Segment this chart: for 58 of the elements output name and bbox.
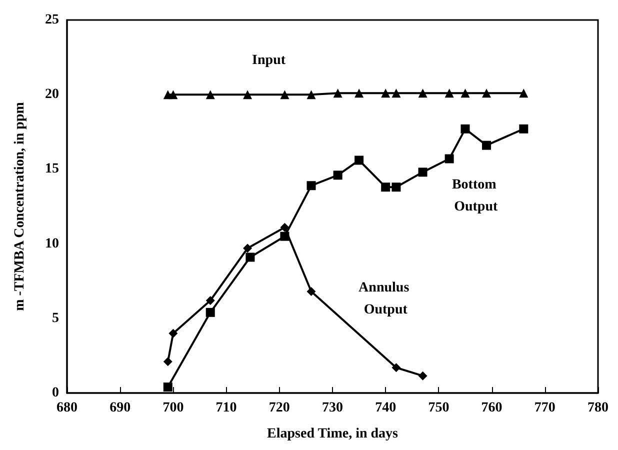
point	[163, 357, 172, 366]
x-tick-label: 690	[110, 400, 131, 416]
point	[306, 90, 316, 100]
y-axis-title: m -TFMBA Concentration, in ppm	[12, 102, 28, 311]
point	[381, 182, 390, 192]
point	[460, 124, 470, 134]
point	[381, 88, 390, 98]
point	[519, 88, 528, 98]
y-tick-label: 25	[45, 12, 59, 28]
point	[482, 88, 491, 98]
point	[354, 88, 364, 98]
x-tick-label: 750	[428, 400, 450, 416]
x-tick-label: 770	[534, 400, 556, 416]
x-tick-label: 680	[56, 400, 78, 416]
y-tick-label: 0	[52, 386, 59, 400]
x-tick-label: 700	[162, 400, 184, 416]
point	[280, 90, 290, 100]
point	[246, 252, 255, 262]
y-tick-label: 10	[45, 236, 59, 252]
point	[444, 88, 454, 98]
point	[280, 232, 290, 241]
point	[168, 90, 178, 100]
point	[354, 156, 364, 165]
point	[206, 296, 215, 305]
series-label: Bottom Output	[452, 178, 500, 215]
x-axis-title: Elapsed Time, in days	[267, 426, 399, 442]
point	[392, 363, 401, 372]
point	[444, 154, 454, 164]
point	[163, 382, 172, 392]
point	[306, 181, 316, 190]
x-tick-label: 760	[481, 400, 502, 416]
x-tick-label: 730	[322, 400, 343, 416]
point	[482, 140, 491, 150]
point	[206, 90, 215, 100]
x-tick-label: 720	[268, 400, 290, 416]
point	[519, 124, 528, 134]
point	[392, 88, 401, 98]
point	[418, 371, 428, 380]
series-label: Input	[252, 52, 286, 68]
point	[333, 170, 342, 180]
x-tick-label: 780	[588, 400, 608, 416]
y-tick-label: 20	[45, 87, 59, 102]
point	[306, 287, 316, 296]
point	[168, 328, 178, 338]
y-tick-label: 5	[52, 310, 59, 326]
point	[418, 168, 428, 177]
point	[206, 308, 215, 317]
x-tick-label: 710	[216, 400, 237, 416]
y-tick-label: 15	[45, 162, 59, 177]
point	[243, 90, 252, 100]
point	[460, 88, 470, 98]
point	[243, 244, 252, 253]
point	[418, 88, 428, 98]
point	[333, 88, 342, 98]
series-label: Annulus Output	[358, 280, 413, 318]
x-tick-label: 740	[375, 400, 396, 416]
point	[392, 182, 401, 192]
point	[280, 222, 290, 232]
